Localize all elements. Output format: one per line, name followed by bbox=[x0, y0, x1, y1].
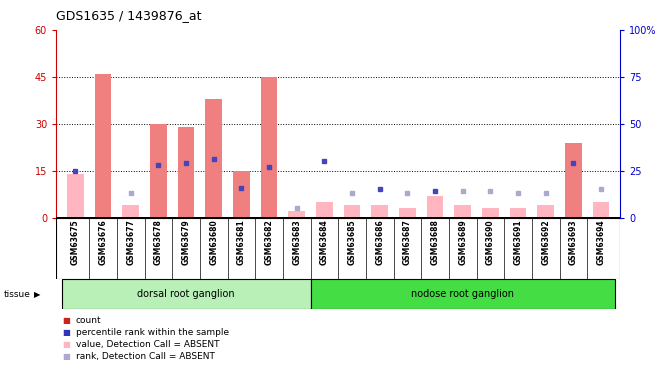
Text: ▶: ▶ bbox=[34, 290, 40, 299]
Text: percentile rank within the sample: percentile rank within the sample bbox=[76, 328, 229, 337]
Text: ■: ■ bbox=[63, 340, 71, 349]
Text: rank, Detection Call = ABSENT: rank, Detection Call = ABSENT bbox=[76, 352, 215, 361]
Text: GSM63681: GSM63681 bbox=[237, 219, 246, 265]
Bar bbox=[178, 127, 195, 218]
Bar bbox=[593, 202, 609, 217]
Text: GSM63675: GSM63675 bbox=[71, 219, 80, 265]
Text: GSM63679: GSM63679 bbox=[182, 219, 191, 265]
Bar bbox=[61, 279, 311, 309]
Bar bbox=[344, 205, 360, 218]
Bar bbox=[205, 99, 222, 218]
Bar bbox=[233, 171, 249, 217]
Text: dorsal root ganglion: dorsal root ganglion bbox=[137, 290, 235, 299]
Text: GSM63688: GSM63688 bbox=[430, 219, 440, 265]
Bar bbox=[427, 196, 444, 217]
Text: GSM63693: GSM63693 bbox=[569, 219, 578, 265]
Bar bbox=[455, 205, 471, 218]
Text: value, Detection Call = ABSENT: value, Detection Call = ABSENT bbox=[76, 340, 219, 349]
Text: GSM63683: GSM63683 bbox=[292, 219, 301, 265]
Bar bbox=[510, 208, 527, 218]
Text: GSM63686: GSM63686 bbox=[376, 219, 384, 265]
Text: GSM63694: GSM63694 bbox=[597, 219, 605, 265]
Bar bbox=[565, 142, 581, 218]
Text: GSM63677: GSM63677 bbox=[126, 219, 135, 265]
Text: GSM63689: GSM63689 bbox=[458, 219, 467, 265]
Text: GDS1635 / 1439876_at: GDS1635 / 1439876_at bbox=[56, 9, 201, 22]
Bar bbox=[67, 174, 84, 217]
Text: GSM63680: GSM63680 bbox=[209, 219, 218, 265]
Text: GSM63687: GSM63687 bbox=[403, 219, 412, 265]
Text: GSM63685: GSM63685 bbox=[348, 219, 356, 265]
Text: GSM63684: GSM63684 bbox=[320, 219, 329, 265]
Bar bbox=[537, 205, 554, 218]
Text: GSM63690: GSM63690 bbox=[486, 219, 495, 265]
Bar bbox=[311, 279, 615, 309]
Bar bbox=[95, 74, 112, 217]
Text: GSM63682: GSM63682 bbox=[265, 219, 274, 265]
Text: ■: ■ bbox=[63, 352, 71, 361]
Bar bbox=[288, 211, 305, 217]
Bar bbox=[123, 205, 139, 218]
Bar bbox=[372, 205, 388, 218]
Text: GSM63692: GSM63692 bbox=[541, 219, 550, 265]
Text: tissue: tissue bbox=[3, 290, 30, 299]
Text: nodose root ganglion: nodose root ganglion bbox=[411, 290, 514, 299]
Bar bbox=[482, 208, 499, 218]
Text: GSM63676: GSM63676 bbox=[98, 219, 108, 265]
Bar bbox=[399, 208, 416, 218]
Text: ■: ■ bbox=[63, 316, 71, 325]
Bar bbox=[150, 124, 167, 218]
Text: GSM63678: GSM63678 bbox=[154, 219, 163, 265]
Text: ■: ■ bbox=[63, 328, 71, 337]
Text: GSM63691: GSM63691 bbox=[513, 219, 523, 265]
Bar bbox=[316, 202, 333, 217]
Text: count: count bbox=[76, 316, 102, 325]
Bar bbox=[261, 77, 277, 218]
